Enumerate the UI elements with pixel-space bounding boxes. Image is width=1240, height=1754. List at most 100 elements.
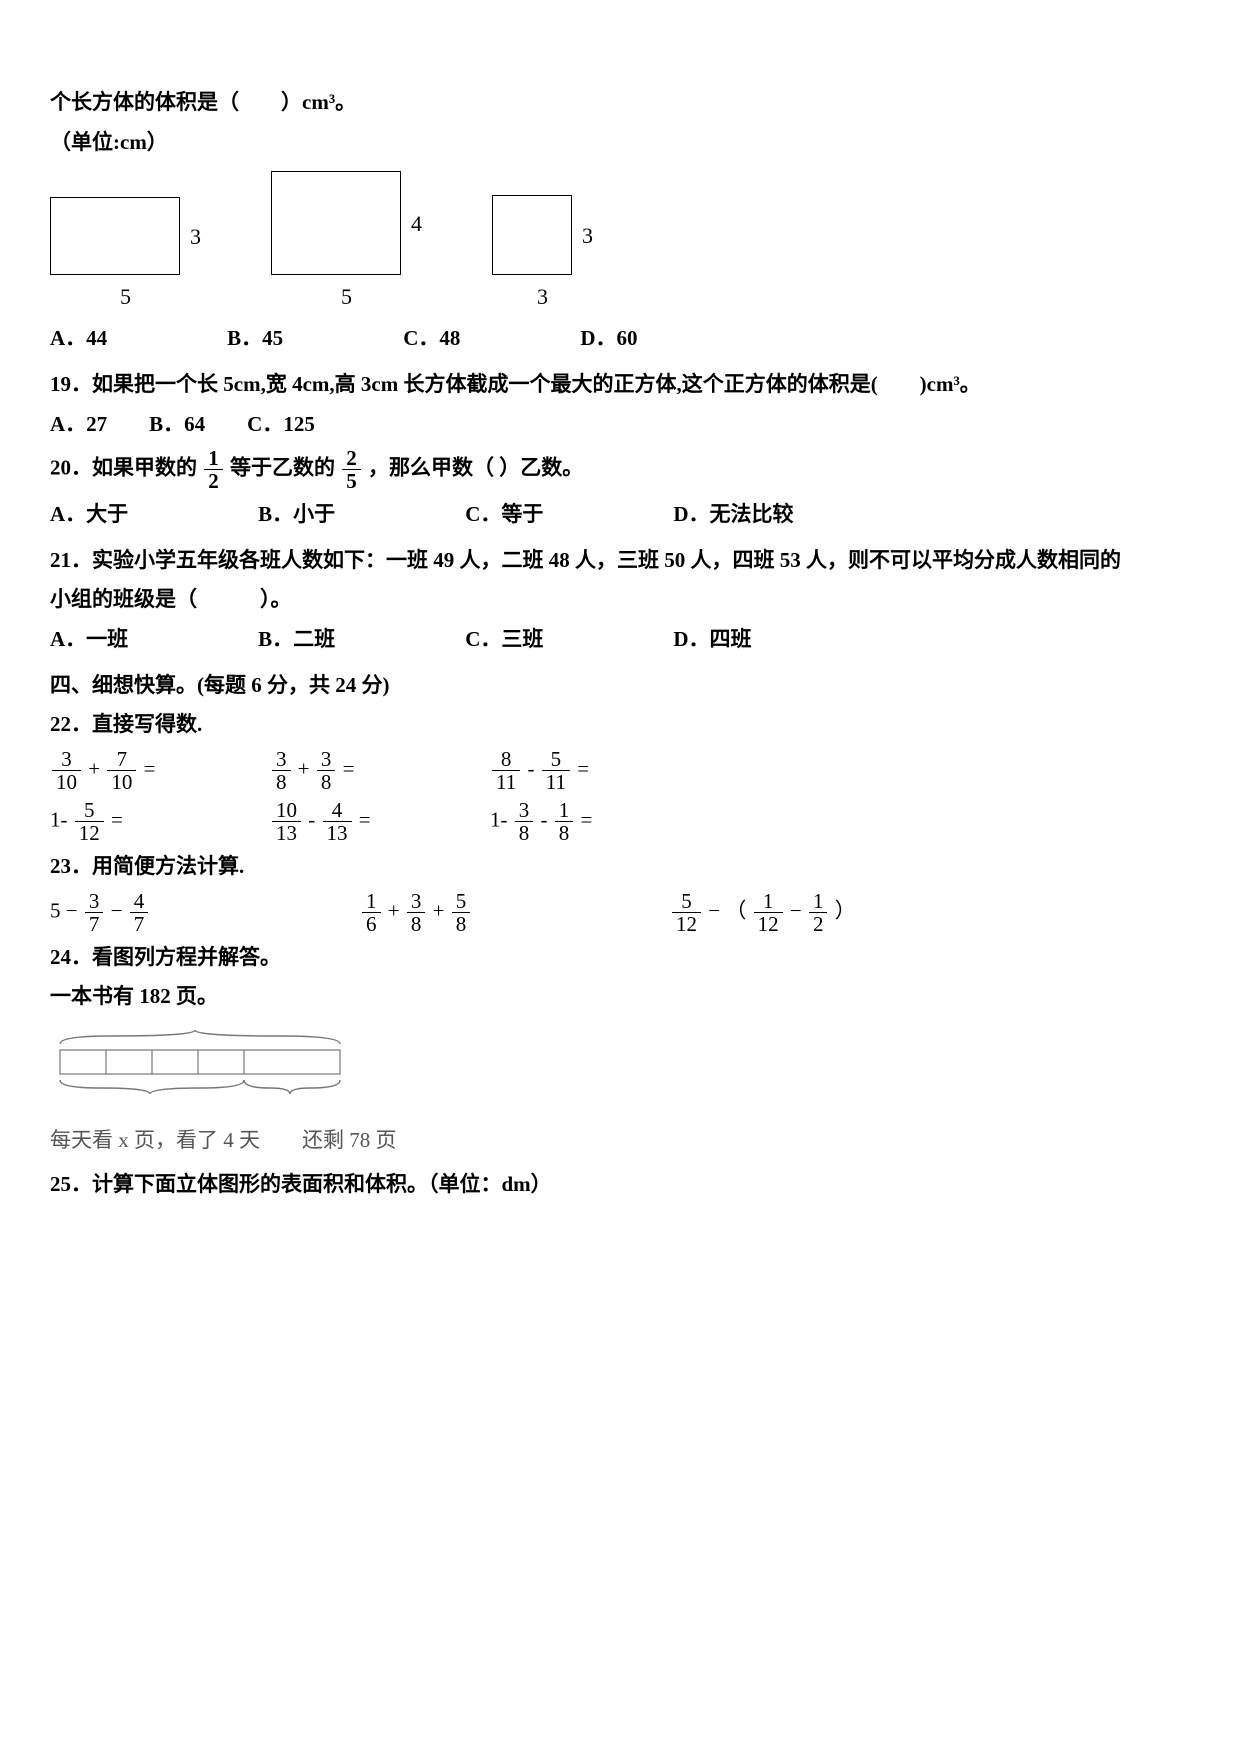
- num: 5: [452, 890, 471, 912]
- den: 8: [272, 770, 291, 793]
- den: 13: [323, 821, 352, 844]
- q20-f2-den: 5: [342, 469, 361, 492]
- op: +: [88, 756, 100, 780]
- num: 3: [85, 890, 104, 912]
- den: 12: [75, 821, 104, 844]
- q18-choice-b: B．45: [227, 322, 283, 356]
- num: 4: [323, 799, 352, 821]
- eq: =: [581, 807, 593, 831]
- q22-row-2: 1- 512 = 1013 - 413 = 1- 38 - 18 =: [50, 799, 1190, 844]
- den: 13: [272, 821, 301, 844]
- rect-2-right: 4: [411, 206, 422, 241]
- eq: =: [111, 807, 123, 831]
- q18-choice-a: A．44: [50, 322, 107, 356]
- num: 3: [515, 799, 534, 821]
- num: 4: [130, 890, 149, 912]
- num: 3: [317, 748, 336, 770]
- q20-mid: 等于乙数的: [230, 456, 335, 480]
- rect-3-bottom: 3: [537, 279, 548, 314]
- eq: =: [144, 756, 156, 780]
- q18-choices: A．44 B．45 C．48 D．60: [50, 322, 1190, 356]
- q23-c1: 5 − 37 − 47: [50, 890, 200, 935]
- q22-r1-c3: 811 - 511 =: [490, 748, 640, 793]
- num: 1: [754, 890, 783, 912]
- q20-choices: A．大于 B．小于 C．等于 D．无法比较: [50, 498, 1190, 532]
- q20-frac-2: 2 5: [342, 447, 361, 492]
- op: -: [308, 807, 315, 831]
- q23-c2: 16 + 38 + 58: [360, 890, 510, 935]
- op: −: [790, 898, 807, 922]
- q20-text: 20．如果甲数的 1 2 等于乙数的 2 5 ，那么甲数（ ）乙数。: [50, 447, 1190, 492]
- den: 7: [130, 912, 149, 935]
- num: 5: [75, 799, 104, 821]
- op: +: [298, 756, 310, 780]
- q24-title: 24．看图列方程并解答。: [50, 941, 1190, 975]
- rect-1-bottom: 5: [120, 279, 131, 314]
- den: 11: [492, 770, 520, 793]
- rect-shape-2: [271, 171, 401, 275]
- q20-f2-num: 2: [342, 447, 361, 469]
- rects-row: 3 5 4 5 3 3: [50, 171, 1190, 314]
- den: 8: [317, 770, 336, 793]
- pre: 1-: [50, 807, 68, 831]
- q21-line2: 小组的班级是（ ）。: [50, 583, 1190, 617]
- q22-r2-c3: 1- 38 - 18 =: [490, 799, 640, 844]
- num: 3: [52, 748, 81, 770]
- post: ）: [835, 898, 856, 922]
- den: 11: [542, 770, 570, 793]
- num: 1: [555, 799, 574, 821]
- num: 8: [492, 748, 520, 770]
- num: 3: [407, 890, 426, 912]
- op: -: [541, 807, 548, 831]
- den: 8: [555, 821, 574, 844]
- q18-choice-d: D．60: [580, 322, 637, 356]
- den: 6: [362, 912, 381, 935]
- q19-choices: A．27 B．64 C．125: [50, 408, 1190, 442]
- num: 7: [107, 748, 136, 770]
- rect-2: 4 5: [271, 171, 422, 314]
- q18-tail: 个长方体的体积是（ ）cm³。: [50, 86, 1190, 120]
- q21-choice-b: B．二班: [258, 623, 335, 657]
- q18-choice-c: C．48: [403, 322, 460, 356]
- mid: − （: [708, 898, 746, 922]
- op: -: [527, 756, 534, 780]
- rect-shape-3: [492, 195, 572, 275]
- q24-line: 一本书有 182 页。: [50, 980, 1190, 1014]
- q21-choice-d: D．四班: [673, 623, 751, 657]
- num: 10: [272, 799, 301, 821]
- num: 5: [542, 748, 570, 770]
- q21-choices: A．一班 B．二班 C．三班 D．四班: [50, 623, 1190, 657]
- rect-1-right: 3: [190, 219, 201, 254]
- q23-c3: 512 − （ 112 − 12 ）: [670, 890, 856, 935]
- rect-1: 3 5: [50, 197, 201, 314]
- q20-pre: 20．如果甲数的: [50, 456, 197, 480]
- den: 10: [52, 770, 81, 793]
- q20-frac-1: 1 2: [204, 447, 223, 492]
- pre: 1-: [490, 807, 508, 831]
- eq: =: [343, 756, 355, 780]
- op: +: [388, 898, 400, 922]
- op: −: [111, 898, 123, 922]
- eq: =: [359, 807, 371, 831]
- q23-row: 5 − 37 − 47 16 + 38 + 58 512 − （ 112 − 1…: [50, 890, 1190, 935]
- q21-line1: 21．实验小学五年级各班人数如下：一班 49 人，二班 48 人，三班 50 人…: [50, 544, 1190, 578]
- q22-r1-c1: 310 + 710 =: [50, 748, 200, 793]
- den: 8: [515, 821, 534, 844]
- q19-text: 19．如果把一个长 5cm,宽 4cm,高 3cm 长方体截成一个最大的正方体,…: [50, 368, 1190, 402]
- q24-caption: 每天看 x 页，看了 4 天 还剩 78 页: [50, 1124, 1190, 1158]
- rect-2-bottom: 5: [341, 279, 352, 314]
- unit-note: （单位:cm）: [50, 126, 1190, 160]
- q21-choice-a: A．一班: [50, 623, 128, 657]
- den: 8: [407, 912, 426, 935]
- den: 10: [107, 770, 136, 793]
- q22-row-1: 310 + 710 = 38 + 38 = 811 - 511 =: [50, 748, 1190, 793]
- den: 7: [85, 912, 104, 935]
- q20-choice-d: D．无法比较: [673, 498, 793, 532]
- brace-diagram-svg: [50, 1026, 350, 1106]
- q20-f1-den: 2: [204, 469, 223, 492]
- q20-choice-c: C．等于: [465, 498, 543, 532]
- rect-3-right: 3: [582, 218, 593, 253]
- eq: =: [577, 756, 589, 780]
- den: 2: [809, 912, 828, 935]
- den: 12: [754, 912, 783, 935]
